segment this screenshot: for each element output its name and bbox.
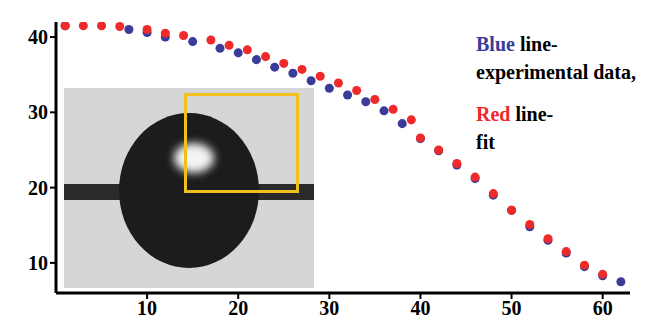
svg-text:50: 50 bbox=[502, 297, 522, 319]
svg-text:20: 20 bbox=[28, 177, 48, 199]
svg-text:10: 10 bbox=[28, 252, 48, 274]
html-text:Red line-: Red line- bbox=[476, 103, 554, 125]
svg-text:10: 10 bbox=[137, 297, 157, 319]
svg-text:20: 20 bbox=[228, 297, 248, 319]
svg-text:30: 30 bbox=[28, 101, 48, 123]
svg-text:60: 60 bbox=[593, 297, 613, 319]
html-text:experimental data,: experimental data, bbox=[476, 61, 636, 83]
svg-text:30: 30 bbox=[319, 297, 339, 319]
svg-text:40: 40 bbox=[410, 297, 430, 319]
html-text:Blue line-: Blue line- bbox=[476, 33, 558, 55]
html-text:fit: fit bbox=[476, 131, 495, 153]
svg-text:40: 40 bbox=[28, 26, 48, 48]
